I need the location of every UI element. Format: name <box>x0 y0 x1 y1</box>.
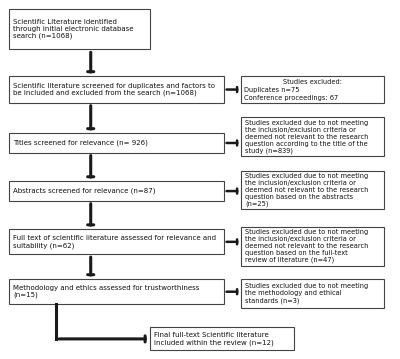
Text: Final full-text Scientific literature
included within the review (n=12): Final full-text Scientific literature in… <box>154 332 273 346</box>
Text: Scientific Literature identified
through initial electronic database
search (n=1: Scientific Literature identified through… <box>13 19 134 39</box>
FancyBboxPatch shape <box>9 133 224 153</box>
Text: Studies excluded due to not meeting
the inclusion/exclusion criteria or
deemed n: Studies excluded due to not meeting the … <box>245 173 368 207</box>
Text: Studies excluded due to not meeting
the inclusion/exclusion criteria or
deemed n: Studies excluded due to not meeting the … <box>245 229 368 264</box>
FancyBboxPatch shape <box>241 171 384 209</box>
FancyBboxPatch shape <box>241 117 384 157</box>
FancyBboxPatch shape <box>241 227 384 266</box>
Text: Duplicates n=75: Duplicates n=75 <box>244 87 300 93</box>
FancyBboxPatch shape <box>150 327 294 350</box>
FancyBboxPatch shape <box>241 279 384 308</box>
Text: Studies excluded:: Studies excluded: <box>283 79 342 85</box>
FancyBboxPatch shape <box>9 76 224 103</box>
Text: Studies excluded due to not meeting
the inclusion/exclusion criteria or
deemed n: Studies excluded due to not meeting the … <box>245 120 368 154</box>
Text: Conference proceedings: 67: Conference proceedings: 67 <box>244 94 339 101</box>
Text: Titles screened for relevance (n= 926): Titles screened for relevance (n= 926) <box>13 140 148 146</box>
FancyBboxPatch shape <box>9 279 224 304</box>
Text: Methodology and ethics assessed for trustworthiness
(n=15): Methodology and ethics assessed for trus… <box>13 285 200 298</box>
FancyBboxPatch shape <box>9 9 150 50</box>
Text: Full text of scientific literature assessed for relevance and
suitability (n=62): Full text of scientific literature asses… <box>13 235 216 248</box>
Text: Scientific literature screened for duplicates and factors to
be included and exc: Scientific literature screened for dupli… <box>13 83 215 96</box>
FancyBboxPatch shape <box>9 181 224 201</box>
Text: Studies excluded due to not meeting
the methodology and ethical
standards (n=3): Studies excluded due to not meeting the … <box>245 283 368 304</box>
FancyBboxPatch shape <box>9 229 224 254</box>
FancyBboxPatch shape <box>241 76 384 103</box>
Text: Abstracts screened for relevance (n=87): Abstracts screened for relevance (n=87) <box>13 188 156 194</box>
